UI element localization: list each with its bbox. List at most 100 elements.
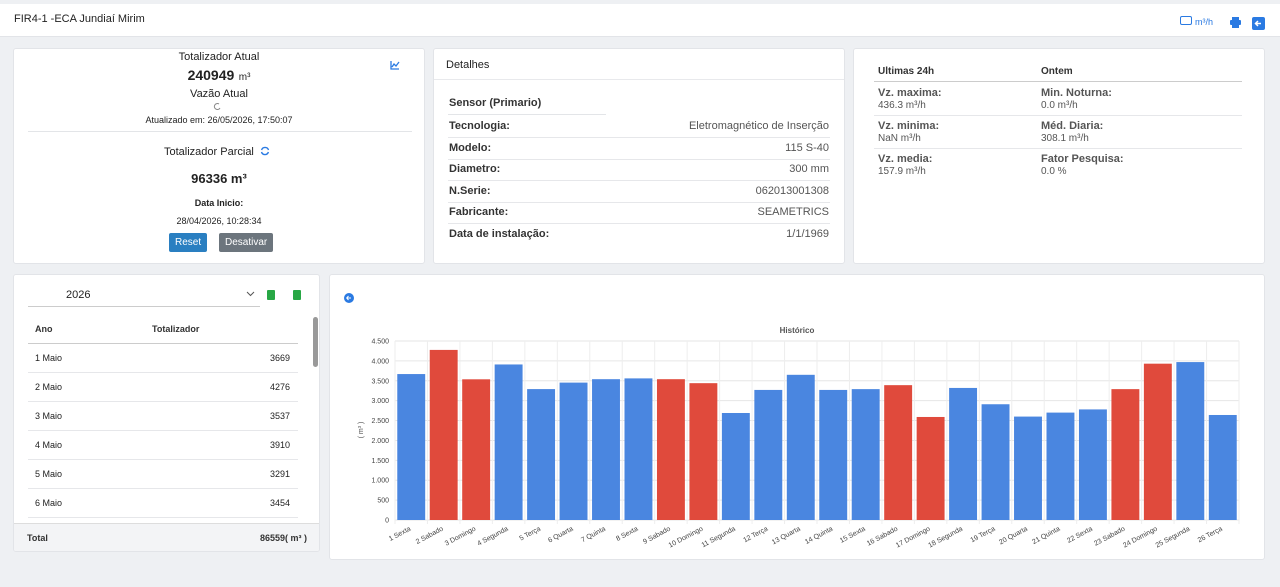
divider: [448, 158, 830, 160]
spinner: [213, 103, 221, 111]
divider: [874, 115, 1242, 116]
details-title: Detalhes: [446, 59, 490, 71]
bar: [1014, 416, 1042, 520]
page-title: FIR4-1 -ECA Jundiaí Mirim: [14, 13, 145, 25]
divider: [28, 430, 298, 431]
unit-toggle-text[interactable]: m³/h: [1195, 17, 1213, 27]
detail-value: 300 mm: [789, 163, 829, 176]
x-tick-label: 12 Terça: [742, 526, 769, 545]
x-tick-label: 16 Sabado: [866, 526, 899, 548]
print-icon[interactable]: [1230, 17, 1241, 28]
x-tick-label: 22 Sexta: [1066, 526, 1094, 545]
stat-label: Min. Noturna:: [1041, 87, 1112, 99]
x-tick-label: 1 Sexta: [388, 526, 412, 543]
divider: [448, 223, 830, 225]
detail-value: SEAMETRICS: [757, 206, 829, 219]
bar: [949, 387, 978, 520]
bar: [527, 389, 556, 520]
x-tick-label: 13 Quarta: [771, 526, 802, 547]
scrollbar[interactable]: [313, 317, 318, 367]
totalizer-card: Totalizador Atual 240949 m³ Vazão Atual …: [13, 48, 425, 264]
stat-label: Vz. minima:: [878, 120, 940, 132]
divider: [448, 137, 830, 138]
stat-label: Vz. maxima:: [878, 87, 942, 99]
totalizer-unit: m³: [238, 72, 251, 83]
x-tick-label: 21 Quinta: [1031, 526, 1061, 546]
bar: [559, 382, 588, 520]
stat-label: Vz. media:: [878, 153, 933, 165]
reset-button[interactable]: Reset: [169, 233, 208, 252]
y-tick-label: 4.500: [371, 339, 389, 346]
back-arrow[interactable]: [346, 295, 351, 301]
row-label: 2 Maio: [35, 382, 63, 392]
bar: [592, 379, 620, 520]
x-tick-label: 18 Segunda: [927, 526, 964, 550]
row-label: 5 Maio: [35, 469, 63, 479]
detail-value: 115 S-40: [785, 141, 829, 154]
export-icon[interactable]: [267, 290, 275, 300]
bar: [656, 379, 685, 520]
detail-label: Diametro:: [449, 163, 501, 176]
x-tick-label: 17 Domingo: [895, 526, 932, 550]
y-axis-label: ( m³ ): [358, 422, 365, 439]
col-header: Ontem: [1041, 66, 1073, 77]
bar: [786, 374, 815, 520]
x-tick-label: 19 Terça: [970, 526, 997, 545]
divider: [448, 201, 830, 203]
bar: [397, 374, 426, 520]
partial-title: Totalizador Parcial: [164, 146, 254, 158]
details-card: Detalhes Sensor (Primario) Tecnologia: El…: [433, 48, 845, 264]
stat-value: 157.9 m³/h: [878, 166, 926, 177]
disable-button[interactable]: Desativar: [219, 233, 274, 252]
chart-card: Histórico ( m³ ) 0 500 1.000 1.500 2.000 2.50…: [329, 274, 1265, 560]
y-tick-label: 0: [385, 518, 389, 525]
detail-value: 062013001308: [755, 184, 829, 197]
chevron[interactable]: [246, 291, 255, 297]
x-tick-label: 5 Terça: [519, 526, 543, 543]
y-tick-label: 1.500: [371, 458, 389, 465]
row-label: 4 Maio: [35, 440, 63, 450]
bar: [1143, 363, 1172, 520]
unit-toggle[interactable]: m³/h: [1180, 16, 1213, 27]
x-tick-label: 24 Domingo: [1122, 526, 1159, 550]
y-tick-label: 500: [377, 498, 389, 505]
total-row: Total 86559( m³ ): [14, 523, 319, 551]
y-tick-label: 3.500: [371, 378, 389, 385]
stat-value: 0.0 %: [1041, 166, 1067, 177]
detail-label: Modelo:: [449, 141, 492, 154]
start-label: Data Inicio:: [194, 198, 244, 208]
detail-value: Eletromagnético de Inserção: [688, 120, 829, 132]
bar: [1208, 414, 1237, 520]
divider: [874, 81, 1242, 82]
y-tick-label: 2.500: [371, 418, 389, 425]
divider: [28, 401, 298, 402]
export-icon[interactable]: [293, 290, 301, 300]
back-button[interactable]: [1252, 17, 1265, 30]
section-title: Sensor (Primario): [449, 97, 542, 109]
x-tick-label: 15 Sexta: [839, 526, 867, 545]
row-value: 3454: [269, 498, 290, 508]
row-value: 3537: [269, 411, 290, 421]
chart: Histórico ( m³ ) 0 500 1.000 1.500 2.000 2.50…: [344, 293, 1240, 550]
y-tick-label: 3.000: [371, 398, 389, 405]
totalizer-title: Totalizador Atual: [178, 51, 260, 63]
select-underline: [28, 306, 260, 307]
y-tick-label: 4.000: [371, 358, 389, 365]
divider: [28, 343, 298, 344]
year-select[interactable]: 2026: [66, 289, 91, 301]
total-label: Total: [27, 533, 48, 543]
chart-icon[interactable]: [390, 60, 400, 70]
refresh-icon[interactable]: [260, 146, 270, 156]
x-tick-label: 10 Domingo: [668, 526, 705, 550]
bar: [624, 378, 653, 520]
bar: [1078, 409, 1107, 520]
row-value: 4276: [269, 382, 290, 392]
totalizer-value-row: 240949 m³: [14, 67, 424, 85]
y-tick-label: 1.000: [371, 478, 389, 485]
bar: [462, 379, 491, 520]
start-date: 28/04/2026, 10:28:34: [176, 216, 262, 226]
top-bar: FIR4-1 -ECA Jundiaí Mirim m³/h: [0, 4, 1280, 37]
detail-label: Data de instalação:: [449, 228, 550, 240]
detail-label: Fabricante:: [449, 206, 509, 219]
